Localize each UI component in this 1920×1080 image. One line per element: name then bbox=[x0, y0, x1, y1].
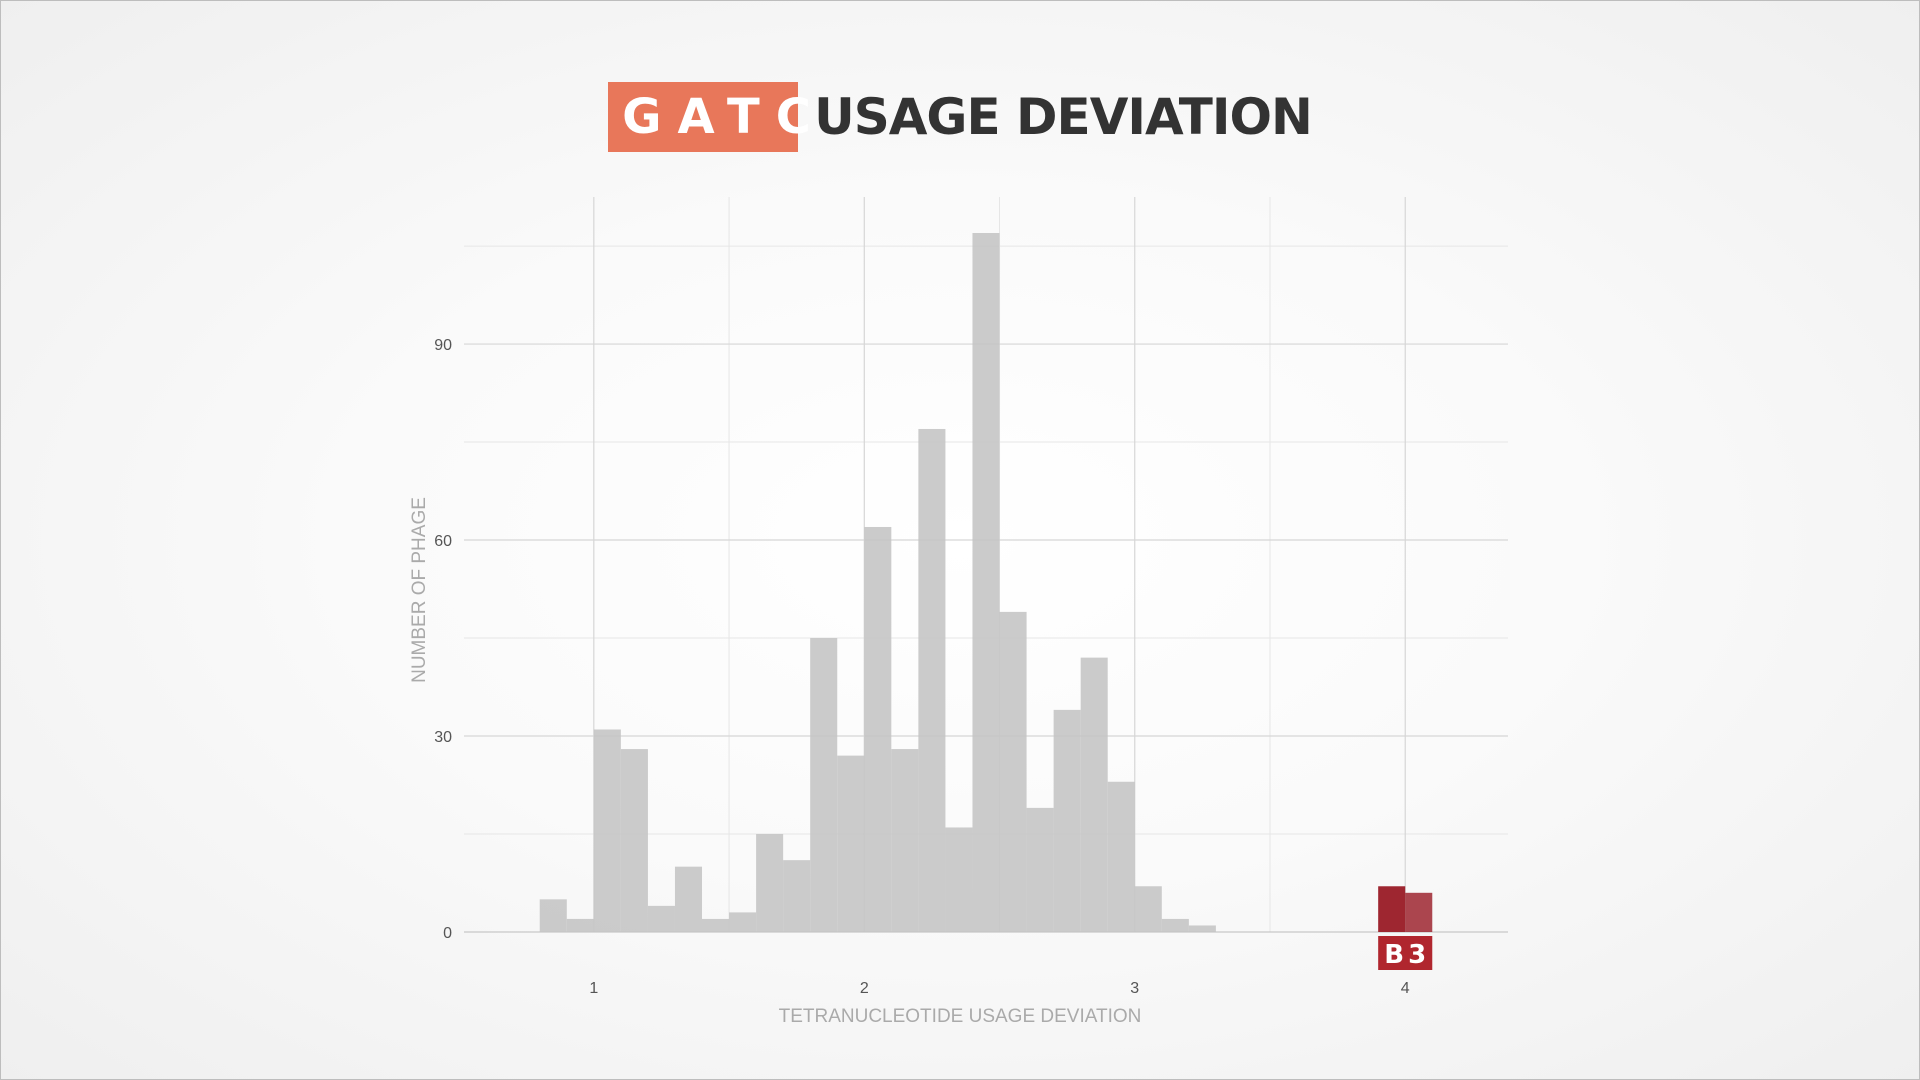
bars bbox=[539, 233, 1216, 932]
histogram-bar bbox=[566, 918, 594, 932]
histogram-bar bbox=[810, 638, 838, 932]
histogram-bar bbox=[593, 729, 621, 932]
histogram-bar bbox=[756, 834, 784, 932]
title: GATC USAGE DEVIATION bbox=[0, 82, 1920, 152]
histogram-bar bbox=[674, 866, 703, 932]
x-tick-label: 3 bbox=[1130, 980, 1139, 997]
histogram-bar bbox=[945, 827, 973, 932]
histogram-bar bbox=[702, 918, 730, 932]
x-tick-label: 1 bbox=[589, 980, 598, 997]
histogram-bar bbox=[891, 749, 919, 932]
y-tick-label: 90 bbox=[434, 337, 452, 354]
histogram-bar bbox=[864, 526, 892, 932]
x-tick-label: 4 bbox=[1401, 980, 1410, 997]
histogram-bar bbox=[837, 755, 865, 932]
highlight-label-box bbox=[1378, 936, 1433, 970]
title-text: USAGE DEVIATION bbox=[814, 88, 1313, 146]
x-tick-label: 2 bbox=[860, 980, 869, 997]
title-badge: GATC bbox=[608, 82, 811, 152]
highlight-bars: B3 bbox=[1378, 886, 1433, 970]
histogram-bar bbox=[620, 749, 648, 932]
y-tick-label: 30 bbox=[434, 729, 452, 746]
histogram-bar bbox=[539, 899, 567, 932]
histogram-bar bbox=[729, 912, 757, 932]
y-tick-label: 60 bbox=[434, 533, 452, 550]
histogram-bar bbox=[1080, 657, 1108, 932]
histogram-bar bbox=[783, 860, 811, 932]
highlight-label: B3 bbox=[1384, 940, 1430, 970]
highlight-bar bbox=[1378, 886, 1406, 932]
x-axis-label: TETRANUCLEOTIDE USAGE DEVIATION bbox=[779, 1006, 1142, 1027]
histogram-bar bbox=[1134, 886, 1162, 932]
y-tick-labels: 0 30 60 90 bbox=[434, 337, 452, 942]
x-tick-labels: 1 2 3 4 bbox=[589, 980, 1409, 997]
histogram-bar bbox=[647, 905, 675, 932]
histogram-bar bbox=[1188, 925, 1216, 932]
histogram-bar bbox=[1107, 781, 1135, 932]
histogram-bar bbox=[1026, 807, 1054, 932]
histogram-bar bbox=[999, 611, 1027, 932]
y-tick-label: 0 bbox=[443, 925, 452, 942]
y-axis-label: NUMBER OF PHAGE bbox=[409, 497, 430, 683]
histogram-bar bbox=[972, 233, 1000, 932]
histogram-bar bbox=[918, 428, 946, 932]
histogram-bar bbox=[1161, 918, 1189, 932]
highlight-bar bbox=[1405, 892, 1433, 932]
histogram-bar bbox=[1053, 709, 1081, 932]
